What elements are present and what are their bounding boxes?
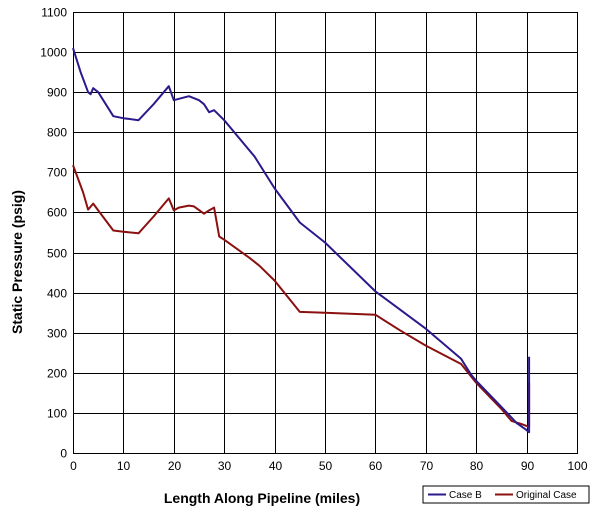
y-tick-label: 300 bbox=[47, 327, 67, 341]
y-tick-label: 1100 bbox=[41, 6, 67, 20]
legend: Case B Original Case bbox=[422, 485, 590, 504]
x-tick-label: 40 bbox=[269, 459, 283, 473]
plot-area-border bbox=[73, 12, 578, 454]
y-tick-label: 500 bbox=[47, 247, 67, 261]
y-tick-label: 800 bbox=[47, 126, 67, 140]
x-tick-label: 30 bbox=[218, 459, 232, 473]
legend-label-original-case: Original Case bbox=[516, 490, 577, 501]
y-tick-label: 0 bbox=[60, 447, 67, 461]
x-tick-label: 70 bbox=[420, 459, 434, 473]
x-tick-label: 60 bbox=[369, 459, 383, 473]
x-tick-label: 90 bbox=[521, 459, 535, 473]
y-axis-title: Static Pressure (psig) bbox=[9, 190, 25, 334]
x-tick-label: 20 bbox=[168, 459, 182, 473]
x-tick-label: 10 bbox=[117, 459, 131, 473]
x-axis-title: Length Along Pipeline (miles) bbox=[164, 490, 360, 506]
x-tick-label: 50 bbox=[319, 459, 333, 473]
y-tick-label: 400 bbox=[47, 287, 67, 301]
series-line-case-b bbox=[72, 47, 531, 434]
x-tick-label: 80 bbox=[470, 459, 484, 473]
y-tick-label: 700 bbox=[47, 166, 67, 180]
y-tick-label: 600 bbox=[47, 206, 67, 220]
x-tick-label: 0 bbox=[70, 459, 77, 473]
y-tick-label: 100 bbox=[47, 407, 67, 421]
data-series bbox=[72, 47, 531, 434]
tick-labels: 0 100 200 300 400 500 600 700 800 900 1000 1100 0 10 2… bbox=[40, 6, 588, 474]
x-tick-label: 100 bbox=[567, 459, 587, 473]
y-tick-label: 200 bbox=[47, 367, 67, 381]
y-tick-label: 1000 bbox=[40, 46, 67, 60]
series-line-original-case bbox=[72, 164, 531, 428]
y-tick-label: 900 bbox=[47, 86, 67, 100]
legend-label-case-b: Case B bbox=[449, 490, 482, 501]
